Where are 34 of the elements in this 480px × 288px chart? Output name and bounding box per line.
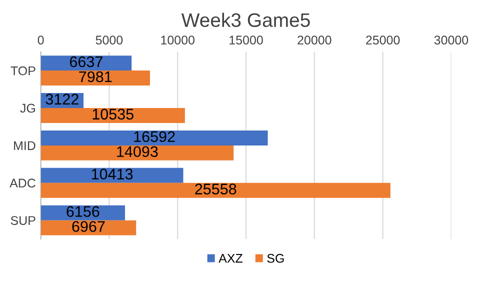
data-label: 10535 [92, 108, 134, 120]
x-tick-label: 0 [38, 36, 44, 45]
bar [40, 108, 185, 123]
data-label: 6156 [66, 206, 100, 217]
bar [40, 168, 184, 183]
data-label: 6967 [72, 221, 105, 232]
x-tick-label: 10000 [161, 36, 194, 45]
data-label: 6637 [70, 56, 102, 68]
y-tick-label: SUP [10, 216, 36, 225]
chart-title: Week3 Game5 [181, 12, 310, 28]
x-tick-label: 25000 [366, 36, 400, 45]
bar [40, 56, 132, 71]
y-tick-label: MID [14, 141, 36, 150]
x-tick-label: 20000 [298, 36, 332, 45]
data-label: 25558 [195, 184, 236, 194]
bar [40, 220, 136, 236]
y-tick-label: TOP [10, 66, 36, 76]
y-tick-label: JG [20, 104, 36, 113]
data-label: 14093 [117, 146, 158, 158]
data-label: 7981 [79, 71, 112, 82]
bar [40, 205, 126, 220]
bar [40, 70, 150, 86]
legend-label: SG [267, 254, 284, 263]
y-tick-label: ADC [10, 178, 36, 188]
x-tick-label: 5000 [96, 36, 123, 45]
bar [40, 145, 234, 160]
x-tick-label: 15000 [230, 36, 263, 45]
bar [40, 182, 390, 198]
data-label: 10413 [92, 168, 133, 180]
bar [40, 130, 268, 146]
legend-label: AXZ [218, 254, 242, 263]
data-label: 3122 [46, 94, 78, 105]
data-label: 16592 [134, 131, 175, 142]
x-tick-label: 30000 [434, 36, 468, 45]
